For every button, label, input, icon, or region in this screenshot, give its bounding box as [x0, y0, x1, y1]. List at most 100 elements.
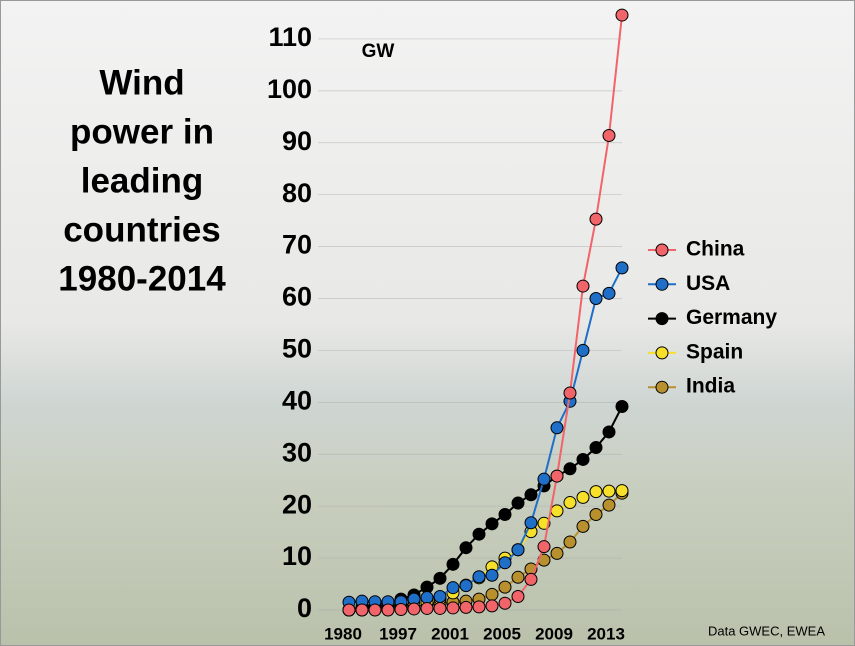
- data-point: [524, 488, 538, 502]
- data-point: [459, 600, 473, 614]
- data-point: [498, 580, 512, 594]
- data-point: [537, 472, 551, 486]
- y-unit: GW: [362, 41, 395, 62]
- x-tick-label: 1980: [324, 624, 362, 643]
- series-line: [348, 492, 623, 611]
- data-point: [472, 527, 486, 541]
- data-point: [602, 129, 616, 143]
- data-point: [511, 570, 525, 584]
- data-point: [394, 602, 408, 616]
- data-point: [433, 590, 447, 604]
- data-point: [459, 541, 473, 555]
- source: Data GWEC, EWEA: [708, 623, 825, 638]
- data-point: [563, 496, 577, 510]
- data-point: [589, 441, 603, 455]
- data-point: [550, 421, 564, 435]
- legend-marker: [655, 380, 669, 394]
- data-point: [602, 484, 616, 498]
- data-point: [459, 579, 473, 593]
- series-line: [348, 406, 623, 611]
- legend-marker: [655, 277, 669, 291]
- legend-marker: [655, 312, 669, 326]
- data-point: [576, 343, 590, 357]
- y-tick-label: 60: [282, 282, 312, 312]
- y-tick-label: 20: [282, 489, 312, 519]
- data-point: [576, 519, 590, 533]
- data-point: [342, 603, 356, 617]
- chart-title: leading: [81, 161, 204, 200]
- data-point: [498, 556, 512, 570]
- data-point: [446, 601, 460, 615]
- data-point: [355, 603, 369, 617]
- data-point: [511, 590, 525, 604]
- data-point: [381, 603, 395, 617]
- data-point: [368, 603, 382, 617]
- x-tick-label: 1997: [379, 624, 417, 643]
- data-point: [563, 386, 577, 400]
- legend-marker: [655, 346, 669, 360]
- series-line: [349, 14, 623, 611]
- legend-marker: [655, 243, 669, 257]
- data-point: [537, 540, 551, 554]
- data-point: [472, 570, 486, 584]
- data-point: [485, 599, 499, 613]
- y-tick-label: 10: [282, 541, 312, 571]
- data-point: [498, 507, 512, 521]
- data-point: [589, 212, 603, 226]
- y-tick-label: 30: [282, 437, 312, 467]
- data-point: [472, 600, 486, 614]
- data-point: [524, 516, 538, 530]
- data-point: [615, 400, 629, 414]
- data-point: [550, 504, 564, 518]
- data-point: [485, 568, 499, 582]
- chart-title: 1980-2014: [58, 259, 226, 298]
- y-tick-label: 110: [268, 22, 312, 52]
- y-tick-label: 50: [282, 334, 312, 364]
- x-tick-label: 2009: [535, 624, 573, 643]
- y-tick-label: 40: [282, 385, 312, 415]
- legend-label: USA: [686, 272, 730, 295]
- data-point: [511, 496, 525, 510]
- legend-label: China: [686, 238, 745, 261]
- series-line: [349, 489, 623, 611]
- y-tick-label: 80: [282, 178, 312, 208]
- chart-title: countries: [63, 210, 221, 249]
- y-tick-label: 70: [282, 230, 312, 260]
- chart-title: power in: [70, 112, 214, 151]
- data-point: [589, 292, 603, 306]
- x-tick-label: 2005: [483, 624, 521, 643]
- data-point: [511, 543, 525, 557]
- data-point: [446, 581, 460, 595]
- data-point: [420, 601, 434, 615]
- data-point: [433, 571, 447, 585]
- y-tick-label: 90: [282, 126, 312, 156]
- data-point: [433, 601, 447, 615]
- data-point: [576, 490, 590, 504]
- data-point: [550, 469, 564, 483]
- data-point: [615, 8, 629, 22]
- x-tick-label: 2013: [587, 624, 625, 643]
- data-point: [446, 557, 460, 571]
- data-point: [420, 591, 434, 605]
- y-tick-label: 0: [297, 593, 312, 623]
- data-point: [524, 572, 538, 586]
- data-point: [407, 602, 421, 616]
- data-point: [602, 286, 616, 300]
- x-tick-label: 2001: [431, 624, 469, 643]
- data-point: [563, 535, 577, 549]
- legend-label: Germany: [686, 306, 777, 329]
- data-point: [563, 462, 577, 476]
- data-point: [589, 485, 603, 499]
- data-point: [485, 587, 499, 601]
- data-point: [485, 517, 499, 531]
- legend-label: Spain: [686, 340, 743, 363]
- data-point: [602, 425, 616, 439]
- data-point: [550, 546, 564, 560]
- chart-title: Wind: [99, 63, 184, 102]
- data-point: [576, 452, 590, 466]
- data-point: [615, 484, 629, 498]
- data-point: [615, 261, 629, 275]
- data-point: [498, 596, 512, 610]
